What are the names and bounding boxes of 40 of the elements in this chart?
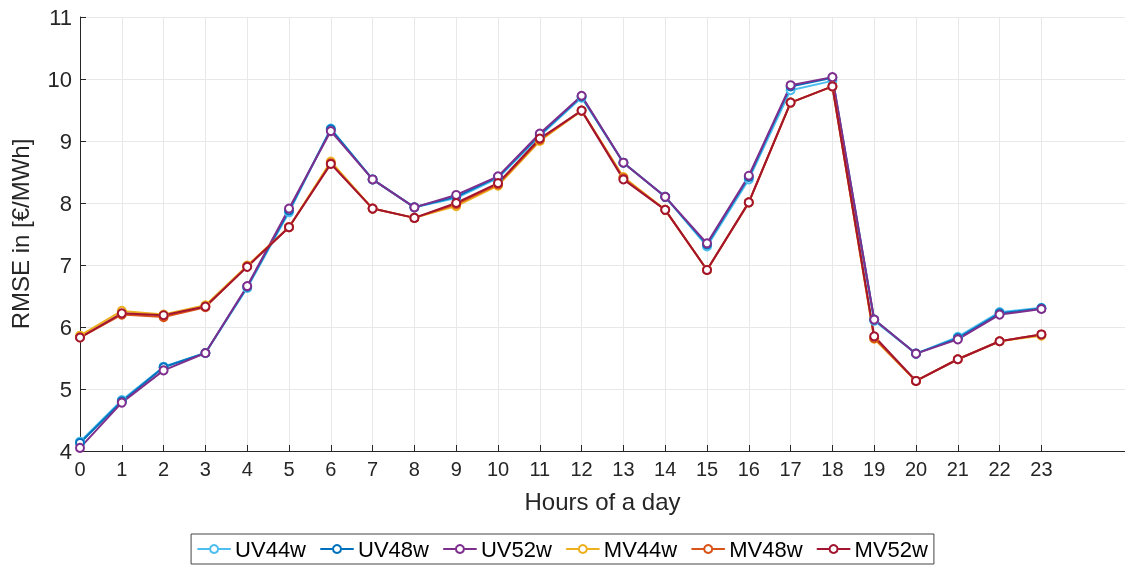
x-tick-label: 14 (654, 458, 677, 480)
x-tick-label: 10 (486, 458, 510, 480)
legend-label: MV52w (854, 536, 929, 562)
x-tick-label: 17 (779, 458, 802, 480)
y-tick-label: 6 (59, 314, 72, 340)
y-tick-label: 8 (59, 190, 72, 216)
x-tick-label: 5 (283, 458, 295, 480)
y-tick-label: 7 (59, 252, 72, 278)
x-tick-label: 13 (612, 458, 635, 480)
x-tick-label: 3 (199, 458, 211, 480)
x-tick-label: 9 (450, 458, 462, 480)
x-tick-label: 18 (821, 458, 844, 480)
x-tick-label: 16 (737, 458, 760, 480)
x-tick-label: 11 (529, 458, 551, 480)
y-axis-title: RMSE in [€/MWh] (6, 138, 34, 330)
x-tick-label: 19 (863, 458, 886, 480)
x-axis-title: Hours of a day (524, 487, 681, 515)
x-tick-label: 1 (116, 458, 128, 480)
x-tick-label: 15 (695, 458, 719, 480)
y-tick-label: 10 (47, 66, 72, 92)
legend-label: UV48w (358, 536, 430, 562)
x-tick-label: 8 (408, 458, 420, 480)
x-tick-label: 22 (988, 458, 1011, 480)
x-tick-label: 4 (241, 458, 253, 480)
x-tick-label: 20 (904, 458, 928, 480)
y-tick-label: 9 (59, 128, 72, 154)
legend-label: MV44w (603, 536, 678, 562)
x-tick-label: 12 (570, 458, 593, 480)
y-tick-label: 5 (59, 376, 72, 402)
legend-label: UV52w (480, 536, 552, 562)
legend-label: MV48w (729, 536, 803, 562)
x-tick-label: 2 (158, 458, 170, 480)
x-tick-label: 23 (1030, 458, 1053, 480)
x-tick-label: 0 (74, 458, 86, 480)
y-tick-label: 11 (49, 4, 72, 30)
legend-label: UV44w (235, 536, 307, 562)
y-tick-label: 4 (59, 438, 72, 464)
x-tick-label: 21 (946, 458, 969, 480)
x-tick-label: 6 (325, 458, 337, 480)
x-tick-label: 7 (367, 458, 379, 480)
